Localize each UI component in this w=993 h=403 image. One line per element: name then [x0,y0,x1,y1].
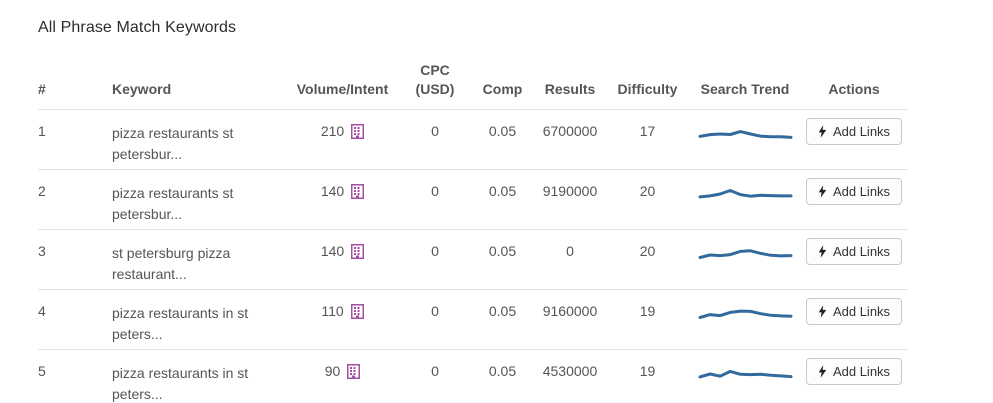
volume-value: 210 [320,122,345,139]
building-icon [347,363,361,379]
add-links-button[interactable]: Add Links [805,177,903,205]
search-trend-sparkline [698,129,792,139]
add-links-label: Add Links [832,303,891,319]
row-number: 3 [38,229,112,290]
comp-value: 0.05 [470,109,535,170]
table-header-row: # Keyword Volume/Intent CPC (USD) Comp R… [38,61,908,110]
cpc-value: 0 [400,289,470,350]
search-trend-sparkline [698,249,792,259]
add-links-label: Add Links [832,183,891,199]
difficulty-value: 19 [605,289,690,350]
keyword-text: pizza restaurants st petersbur... [112,124,234,162]
table-row: 3 st petersburg pizza restaurant... 140 [38,229,908,290]
volume-value: 140 [320,242,345,259]
row-number: 4 [38,289,112,350]
add-links-label: Add Links [832,123,891,139]
add-links-label: Add Links [832,243,891,259]
header-difficulty: Difficulty [605,61,690,110]
table-row: 2 pizza restaurants st petersbur... 140 [38,169,908,230]
add-links-button[interactable]: Add Links [805,357,903,385]
difficulty-value: 19 [639,362,656,379]
building-icon [350,303,364,319]
table-row: 4 pizza restaurants in st peters... 110 [38,289,908,350]
difficulty-value: 20 [605,169,690,230]
difficulty-value: 20 [605,229,690,290]
bolt-icon [818,364,827,378]
row-number: 5 [38,362,46,379]
results-value: 9160000 [535,289,605,350]
bolt-icon [818,124,827,138]
cpc-value: 0 [400,109,470,170]
search-trend-sparkline [698,188,792,199]
add-links-button[interactable]: Add Links [805,237,903,265]
page-title: All Phrase Match Keywords [38,19,237,36]
volume-value: 90 [324,362,341,379]
header-search-trend: Search Trend [690,61,800,110]
header-actions: Actions [800,61,908,110]
results-value: 6700000 [535,109,605,170]
comp-value: 0.05 [488,362,517,379]
volume-value: 110 [321,302,344,319]
keyword-text: st petersburg pizza restaurant... [112,244,231,282]
header-volume-intent: Volume/Intent [285,61,400,110]
comp-value: 0.05 [470,169,535,230]
search-trend-sparkline [698,369,792,379]
keyword-text: pizza restaurants in st peters... [112,304,249,342]
cpc-value: 0 [400,169,470,230]
building-icon [351,183,365,199]
results-value: 0 [535,229,605,290]
bolt-icon [818,304,827,318]
row-number: 1 [38,109,112,170]
bolt-icon [818,184,827,198]
row-number: 2 [38,169,112,230]
keyword-text: pizza restaurants st petersbur... [112,184,234,222]
cpc-value: 0 [400,229,470,290]
header-comp: Comp [470,61,535,110]
keywords-table: # Keyword Volume/Intent CPC (USD) Comp R… [38,61,908,403]
comp-value: 0.05 [470,229,535,290]
add-links-button[interactable]: Add Links [805,117,903,145]
header-number: # [38,61,112,110]
results-value: 4530000 [542,362,598,379]
header-cpc-usd: CPC (USD) [400,61,470,110]
add-links-label: Add Links [832,363,891,379]
add-links-button[interactable]: Add Links [805,297,903,325]
header-keyword: Keyword [112,61,285,110]
comp-value: 0.05 [470,289,535,350]
keyword-text: pizza restaurants in st peters... [112,364,249,402]
difficulty-value: 17 [605,109,690,170]
building-icon [351,243,365,259]
table-row: 5 pizza restaurants in st peters... 90 [38,349,908,403]
volume-value: 140 [320,182,345,199]
table-row: 1 pizza restaurants st petersbur... 210 [38,109,908,170]
keywords-panel: All Phrase Match Keywords # Keyword Volu… [38,19,908,403]
bolt-icon [818,244,827,258]
header-results: Results [535,61,605,110]
results-value: 9190000 [535,169,605,230]
search-trend-sparkline [698,309,792,319]
building-icon [351,123,365,139]
cpc-value: 0 [431,362,439,379]
